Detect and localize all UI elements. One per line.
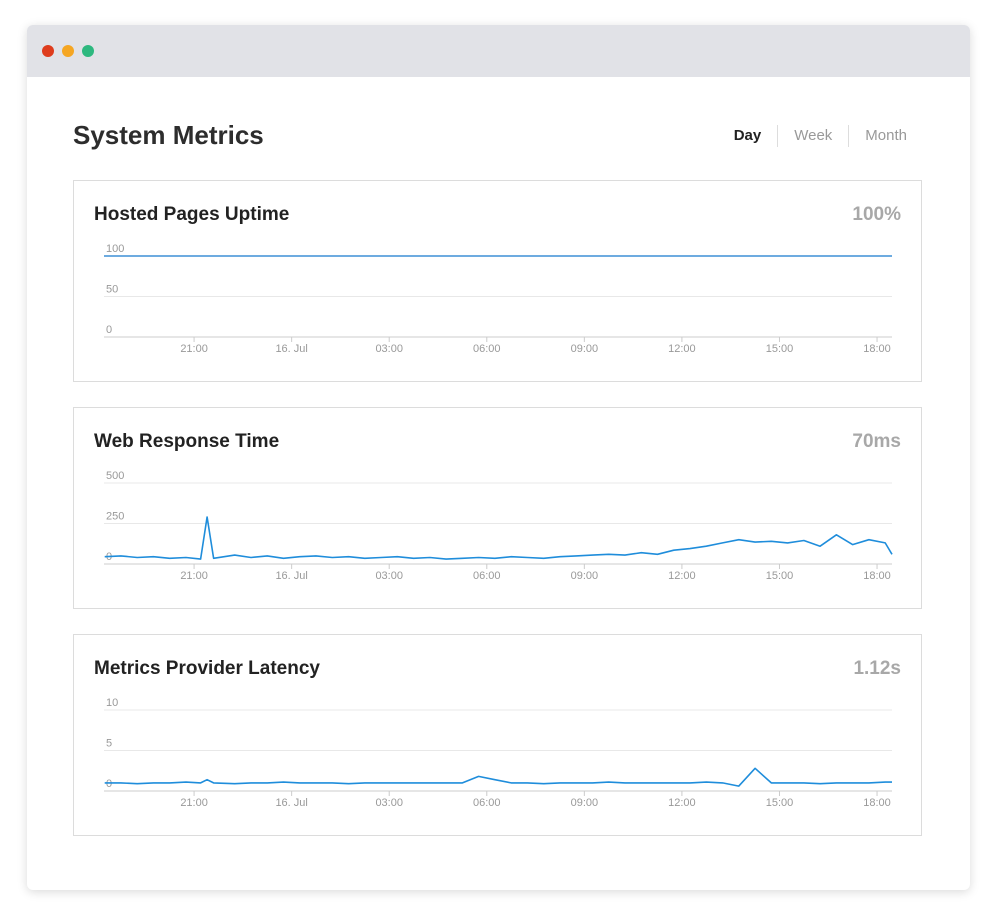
x-tick-label: 06:00 <box>473 570 501 582</box>
tab[interactable]: Week <box>777 125 848 147</box>
x-tick-label: 09:00 <box>571 797 599 809</box>
x-tick-label: 03:00 <box>375 797 403 809</box>
tab[interactable]: Day <box>733 127 762 144</box>
x-tick-label: 21:00 <box>180 343 208 355</box>
metric-panel: Metrics Provider Latency 1.12s 0 5 10 21:00 16… <box>73 634 922 836</box>
x-tick-label: 06:00 <box>473 797 501 809</box>
maximize-button[interactable] <box>82 45 94 57</box>
panel-title: Metrics Provider Latency <box>94 658 320 679</box>
x-tick-label: 18:00 <box>863 343 891 355</box>
x-tick-label: 16. Jul <box>275 343 307 355</box>
y-tick-label: 10 <box>106 697 118 709</box>
x-tick-label: 21:00 <box>180 797 208 809</box>
summary-value: 1.12s <box>853 658 901 679</box>
chart: 0 5 10 21:00 16. Jul 03:00 06:00 09:00 12:00 15:0… <box>104 697 892 809</box>
title-bar <box>27 25 970 77</box>
panel-title: Hosted Pages Uptime <box>94 204 290 225</box>
tabs: Day Week Month <box>718 125 923 147</box>
page-title: System Metrics <box>73 120 264 150</box>
summary-value: 70ms <box>852 431 901 452</box>
window: System Metrics Day Week Month Hosted Pages… <box>27 25 970 890</box>
y-tick-label: 50 <box>106 284 118 296</box>
x-tick-label: 06:00 <box>473 343 501 355</box>
x-tick-label: 15:00 <box>766 797 794 809</box>
minimize-button[interactable] <box>62 45 74 57</box>
y-tick-label: 500 <box>106 470 124 482</box>
x-tick-label: 18:00 <box>863 797 891 809</box>
x-tick-label: 15:00 <box>766 343 794 355</box>
x-tick-label: 09:00 <box>571 343 599 355</box>
tab[interactable]: Month <box>848 125 923 147</box>
metric-panel: Hosted Pages Uptime 100% 0 50 100 21:00 16. Ju… <box>73 180 922 382</box>
chart: 0 50 100 21:00 16. Jul 03:00 06:00 09:00 12:00 15… <box>104 243 892 355</box>
close-button[interactable] <box>42 45 54 57</box>
panel-title: Web Response Time <box>94 431 280 452</box>
x-tick-label: 03:00 <box>375 343 403 355</box>
x-tick-label: 18:00 <box>863 570 891 582</box>
x-tick-label: 12:00 <box>668 797 696 809</box>
metric-panel: Web Response Time 70ms 0 250 500 21:00 16. Jul… <box>73 407 922 609</box>
x-tick-label: 12:00 <box>668 570 696 582</box>
x-tick-label: 15:00 <box>766 570 794 582</box>
x-tick-label: 21:00 <box>180 570 208 582</box>
y-tick-label: 100 <box>106 243 124 255</box>
x-tick-label: 16. Jul <box>275 570 307 582</box>
x-tick-label: 12:00 <box>668 343 696 355</box>
y-tick-label: 250 <box>106 511 124 523</box>
x-tick-label: 03:00 <box>375 570 403 582</box>
x-tick-label: 09:00 <box>571 570 599 582</box>
y-tick-label: 0 <box>106 778 112 790</box>
y-tick-label: 5 <box>106 738 112 750</box>
x-tick-label: 16. Jul <box>275 797 307 809</box>
data-line <box>104 516 893 560</box>
data-line <box>104 767 892 787</box>
summary-value: 100% <box>852 204 901 225</box>
y-tick-label: 0 <box>106 324 112 336</box>
